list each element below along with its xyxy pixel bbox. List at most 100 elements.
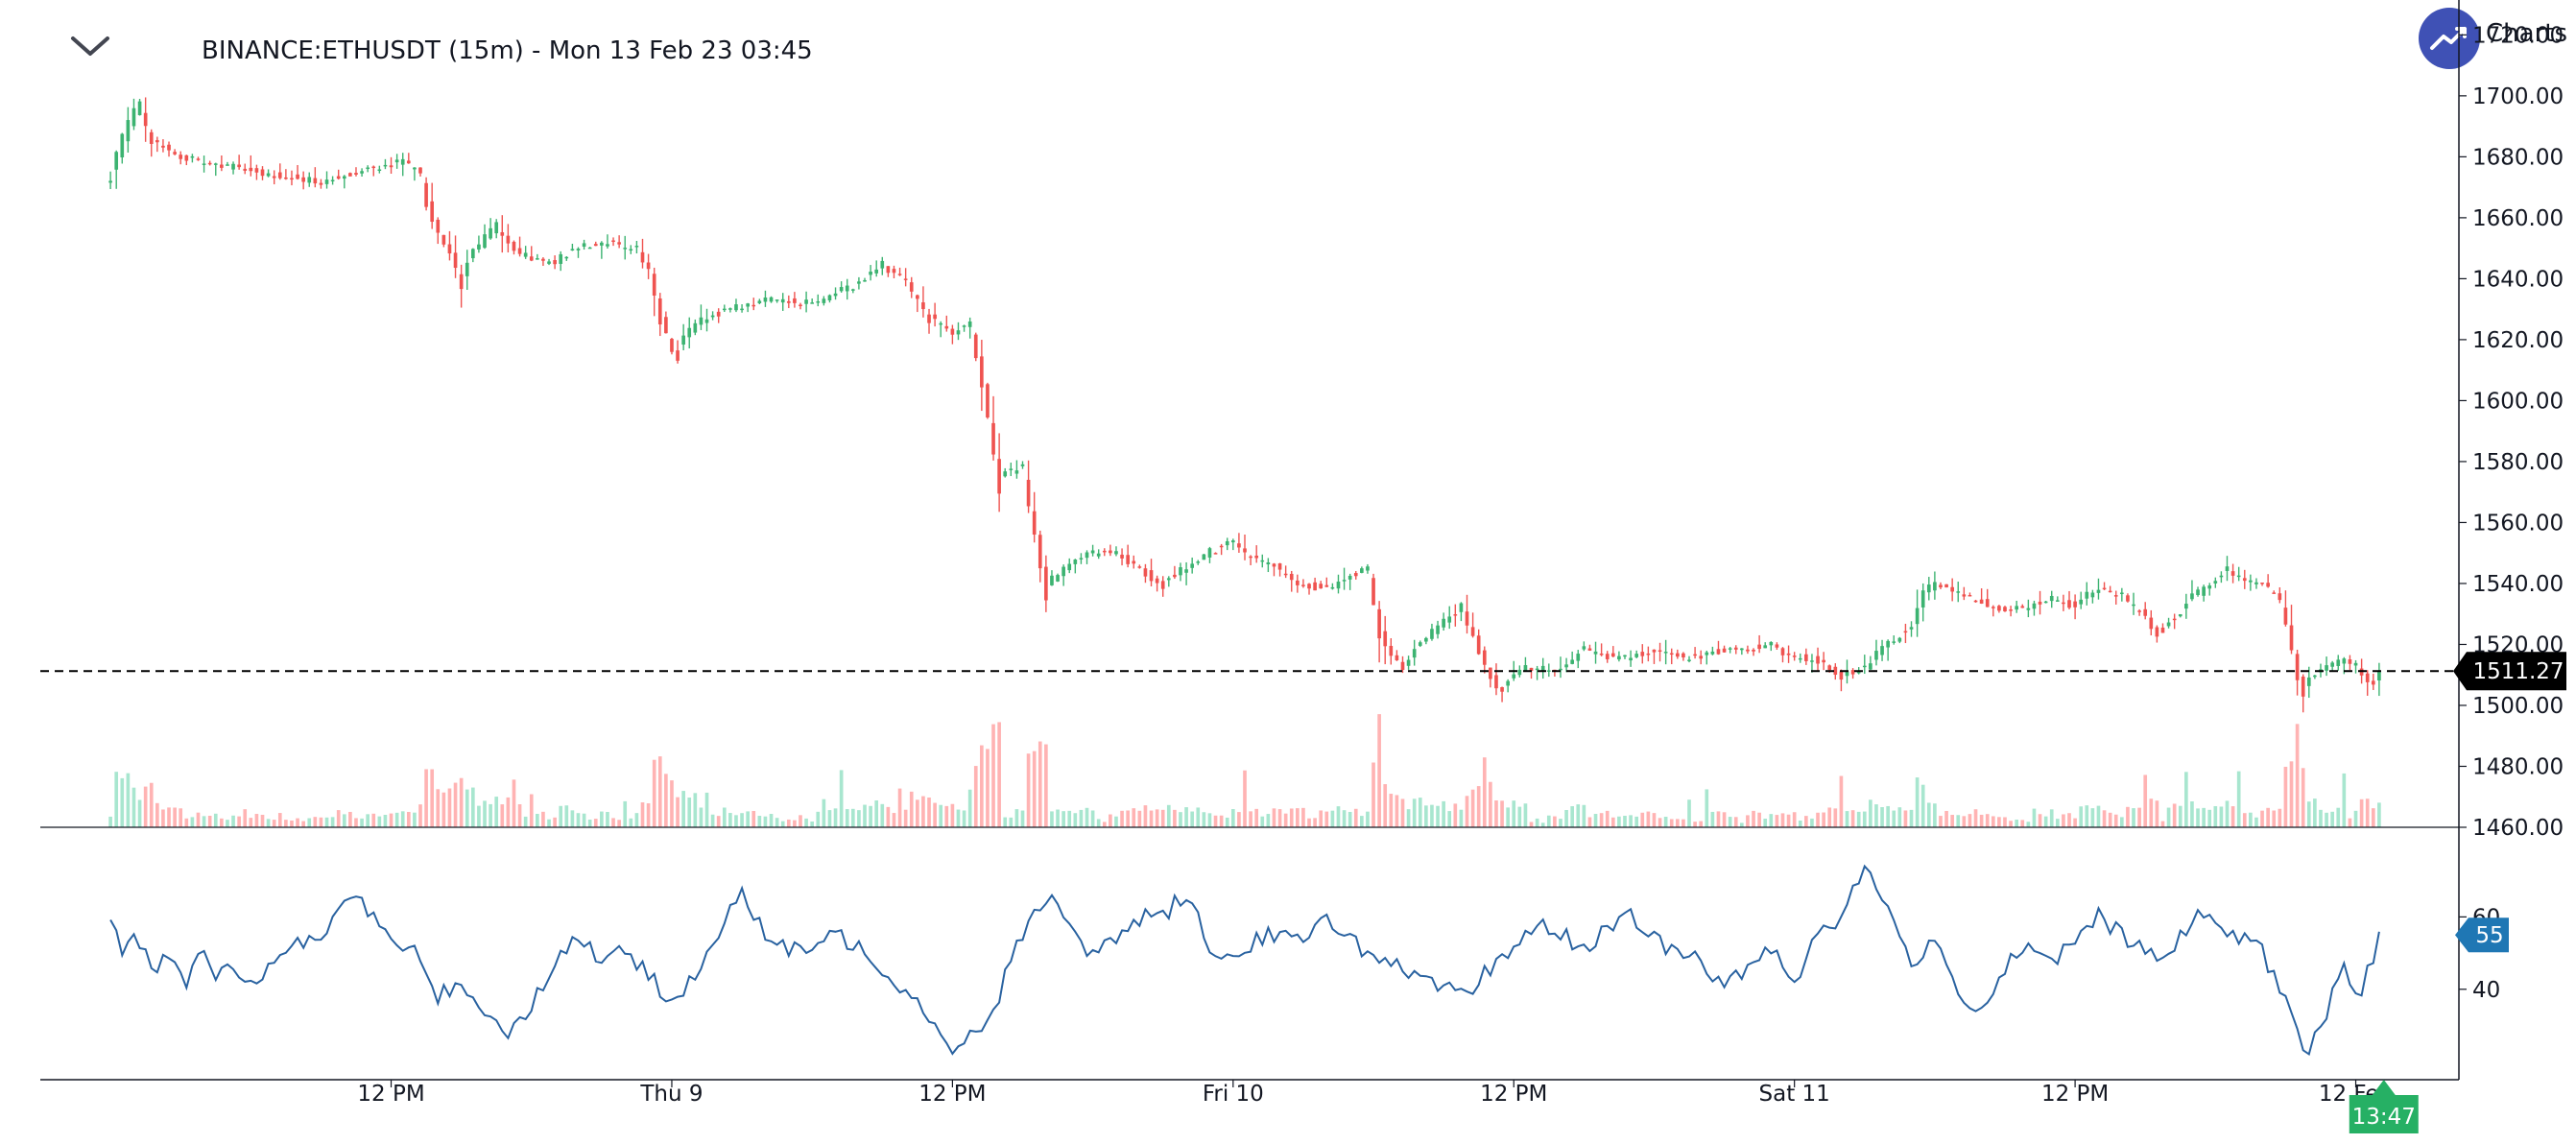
- candle: [740, 304, 744, 313]
- candle: [751, 298, 756, 311]
- candle: [1447, 606, 1452, 630]
- volume-bar: [710, 814, 715, 827]
- candle-body: [716, 311, 721, 317]
- candle: [1909, 621, 1914, 637]
- candle-body: [909, 282, 914, 292]
- volume-bar: [483, 800, 487, 827]
- candle-body: [1412, 649, 1417, 658]
- candle: [1038, 530, 1042, 583]
- candle-body: [1149, 570, 1154, 582]
- candle: [1991, 605, 1995, 617]
- candle: [1073, 559, 1078, 574]
- candle: [839, 281, 844, 293]
- volume-bar: [2283, 766, 2288, 827]
- candle-body: [1003, 471, 1008, 477]
- candle: [1202, 554, 1206, 560]
- volume-bar: [1506, 807, 1510, 827]
- brand-label: Charts: [2486, 19, 2567, 48]
- candle-body: [506, 235, 511, 244]
- candle-body: [1909, 627, 1914, 630]
- volume-bar: [296, 818, 299, 827]
- candle-body: [1166, 578, 1171, 581]
- candle: [296, 165, 299, 180]
- candle-body: [734, 304, 738, 311]
- volume-bar: [1230, 809, 1235, 827]
- volume-bar: [991, 724, 995, 827]
- candle-body: [1658, 650, 1662, 653]
- candle-body: [430, 201, 435, 223]
- candle-body: [2026, 608, 2031, 610]
- candle-body: [1014, 470, 1019, 474]
- volume-bar: [746, 811, 750, 827]
- volume-bar: [1979, 814, 1984, 827]
- candle-body: [1067, 563, 1072, 571]
- candle-body: [1196, 561, 1201, 563]
- candle: [2102, 582, 2107, 590]
- candle-body: [1406, 659, 1411, 666]
- candle-body: [687, 327, 692, 338]
- volume-bar: [1553, 816, 1557, 827]
- candle: [559, 250, 563, 272]
- time-axis[interactable]: 12 PM Thu 9 12 PM Fri 10 12 PM Sat 11 12 PM 12 …: [40, 1079, 2576, 1107]
- candle: [272, 170, 276, 185]
- volume-bar: [441, 792, 446, 827]
- candle-body: [903, 278, 908, 280]
- candle: [553, 255, 557, 270]
- candle: [1301, 579, 1305, 588]
- candle: [506, 224, 511, 253]
- volume-bar: [2353, 810, 2358, 827]
- candle-body: [1249, 556, 1252, 559]
- candle: [1752, 648, 1755, 656]
- volume-bar: [161, 809, 165, 827]
- volume-bar: [418, 804, 422, 827]
- candle-body: [330, 179, 335, 182]
- candle: [2009, 606, 2013, 617]
- candle: [2120, 587, 2124, 602]
- candle-body: [1699, 655, 1704, 659]
- candle-body: [1623, 655, 1627, 657]
- volume-bar: [939, 804, 943, 827]
- candle: [1377, 601, 1381, 663]
- volume-bar: [570, 810, 575, 827]
- candle: [1014, 460, 1019, 479]
- collapse-button[interactable]: [61, 25, 119, 73]
- candle: [582, 239, 586, 250]
- candle-body: [1366, 566, 1370, 571]
- candle: [249, 155, 253, 177]
- candle-body: [850, 289, 855, 291]
- candle: [226, 161, 229, 166]
- volume-bar: [131, 787, 136, 827]
- volume-bar: [944, 805, 949, 827]
- volume-bar: [1371, 762, 1375, 827]
- candle: [2365, 670, 2370, 696]
- candle: [973, 332, 978, 362]
- candle-body: [2260, 583, 2264, 584]
- volume-bar: [1412, 798, 1417, 827]
- candle-body: [640, 251, 645, 263]
- volume-bar: [1634, 816, 1639, 827]
- candle: [1973, 599, 1978, 603]
- candle: [207, 160, 212, 166]
- volume-bar: [1728, 817, 1732, 827]
- volume-bar: [2249, 812, 2253, 827]
- volume-bar: [1950, 815, 1954, 827]
- volume-bar: [2108, 812, 2112, 827]
- candle-body: [120, 133, 125, 157]
- candle: [1371, 573, 1375, 606]
- charts-logo[interactable]: [2419, 8, 2480, 69]
- rsi-panel[interactable]: 406055: [109, 864, 2509, 1057]
- candle-body: [1342, 580, 1347, 582]
- volume-bar: [1056, 809, 1060, 827]
- candle-body: [413, 167, 417, 170]
- candle: [1459, 602, 1464, 622]
- candle-body: [1202, 554, 1206, 560]
- candle: [634, 240, 639, 254]
- candle-body: [226, 164, 229, 166]
- volume-bar: [1126, 810, 1130, 827]
- volume-bar: [190, 817, 195, 827]
- price-axis[interactable]: 1460.001480.001500.001520.001540.001560.…: [40, 0, 2564, 1080]
- volume-bar: [1296, 808, 1300, 827]
- candle-body: [313, 178, 318, 184]
- candle-body: [377, 169, 382, 172]
